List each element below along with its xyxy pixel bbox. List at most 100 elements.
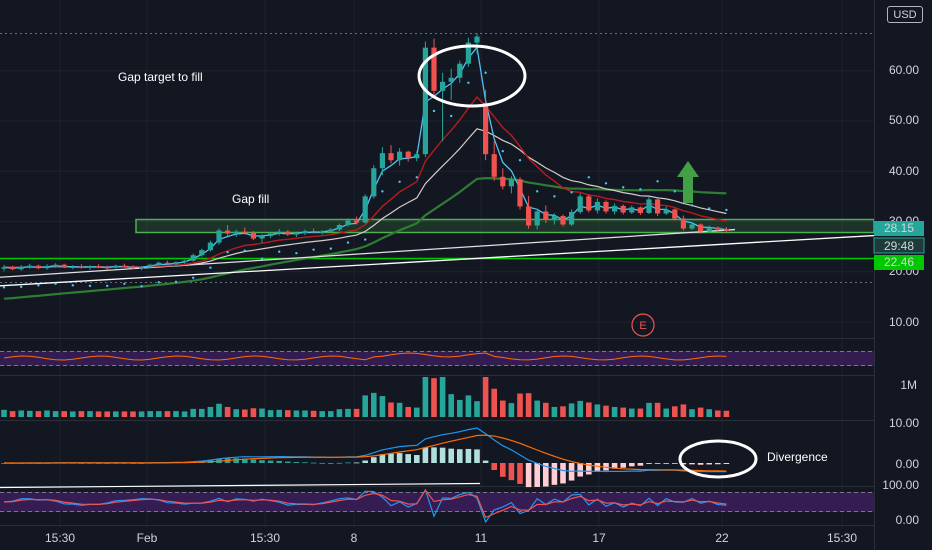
volume-bar [706, 409, 712, 417]
annotation-gap-fill: Gap fill [232, 192, 269, 206]
candle-body [517, 179, 523, 207]
candle-body [543, 211, 549, 220]
macd-histogram-bar [586, 463, 592, 475]
candle-body [225, 230, 231, 234]
sar-dot [432, 109, 436, 113]
macd-histogram-bar [422, 447, 429, 463]
candle-body [612, 205, 618, 212]
volume-bar [207, 406, 214, 417]
volume-bar [508, 403, 515, 417]
volume-bars [1, 377, 730, 417]
volume-bar [560, 406, 566, 417]
volume-bar [190, 408, 196, 417]
countdown-label: 29:48 [884, 239, 914, 253]
candle-body [431, 47, 437, 91]
volume-bar [336, 409, 343, 417]
time-tick: 17 [592, 531, 606, 545]
volume-bar [723, 410, 730, 417]
macd-histogram-bar [457, 449, 463, 463]
volume-bar [250, 408, 257, 417]
macd-histogram-bar [439, 447, 446, 463]
sar-dot [553, 195, 556, 198]
volume-bar [517, 393, 523, 417]
macd-histogram-bar [448, 448, 454, 463]
macd-histogram-bar [482, 460, 489, 463]
volume-bar [353, 408, 360, 417]
candle-body [457, 63, 463, 78]
candle-body [637, 207, 643, 213]
volume-bar [629, 408, 635, 417]
macd-histogram-bar [672, 463, 678, 464]
sar-dot [725, 208, 728, 212]
candle-body [96, 266, 102, 268]
macd-histogram-bar [276, 460, 282, 463]
macd-histogram-bar [577, 463, 583, 477]
candle-body [319, 231, 325, 233]
macd-histogram-bar [543, 463, 549, 487]
candle-body [379, 153, 385, 169]
candle-body [61, 264, 67, 268]
macd-histogram-bar [396, 453, 403, 463]
candle-body [70, 266, 76, 268]
volume-bar [586, 402, 592, 417]
volume-bar [156, 411, 162, 417]
highlight-circle-top [417, 44, 527, 108]
candle-body [18, 266, 24, 270]
candle-body [508, 179, 514, 187]
sar-dot [157, 281, 160, 284]
sar-dot [708, 207, 711, 210]
candle-body [53, 264, 59, 267]
sar-dot [226, 250, 229, 254]
volume-bar [216, 403, 222, 417]
candle-body [328, 229, 334, 232]
annotation-divergence: Divergence [767, 450, 828, 464]
parabolic-sar [2, 71, 728, 289]
volume-bar [276, 409, 282, 417]
candle-body [483, 102, 489, 155]
volume-bar [87, 411, 93, 417]
macd-histogram-bar [697, 463, 704, 465]
volume-bar [70, 411, 76, 417]
sar-dot [71, 284, 75, 287]
candle-body [10, 267, 16, 270]
candle-body [723, 229, 729, 231]
candle-body [397, 151, 403, 161]
volume-bar [646, 402, 652, 417]
macd-tick-10: 10.00 [889, 416, 919, 430]
currency-button[interactable]: USD [887, 6, 923, 23]
volume-bar [302, 410, 308, 417]
macd-histogram-bar [680, 463, 687, 465]
candle-body [715, 227, 721, 230]
macd-signal-line [4, 434, 727, 472]
candle-body [706, 227, 712, 232]
candle-body [560, 215, 566, 225]
macd-histogram-bar [431, 447, 437, 463]
resistance-zone [135, 218, 875, 234]
volume-bar [697, 407, 704, 417]
macd-histogram-bar [715, 463, 721, 465]
volume-bar [577, 400, 583, 417]
macd-histogram-bar [388, 453, 394, 463]
volume-bar [672, 406, 678, 417]
candle-body [448, 77, 454, 82]
earnings-marker[interactable] [631, 313, 655, 337]
sar-dot [450, 114, 453, 118]
volume-bar [293, 410, 300, 417]
candle-body [173, 262, 179, 265]
sar-dot [37, 284, 40, 287]
volume-bar [379, 396, 386, 417]
sar-dot [140, 285, 143, 288]
volume-bar [18, 410, 24, 417]
price-tick-60: 60.00 [889, 63, 919, 77]
macd-histogram-bar [508, 463, 515, 481]
sar-dot [209, 266, 212, 269]
candle-body [577, 196, 583, 212]
candle-body [190, 255, 196, 261]
volume-bar [654, 402, 661, 417]
volume-bar [525, 393, 532, 417]
volume-bar [457, 399, 463, 417]
volume-bar [310, 410, 317, 417]
support-price-label: 22.46 [884, 255, 914, 269]
sar-dot [639, 188, 642, 191]
